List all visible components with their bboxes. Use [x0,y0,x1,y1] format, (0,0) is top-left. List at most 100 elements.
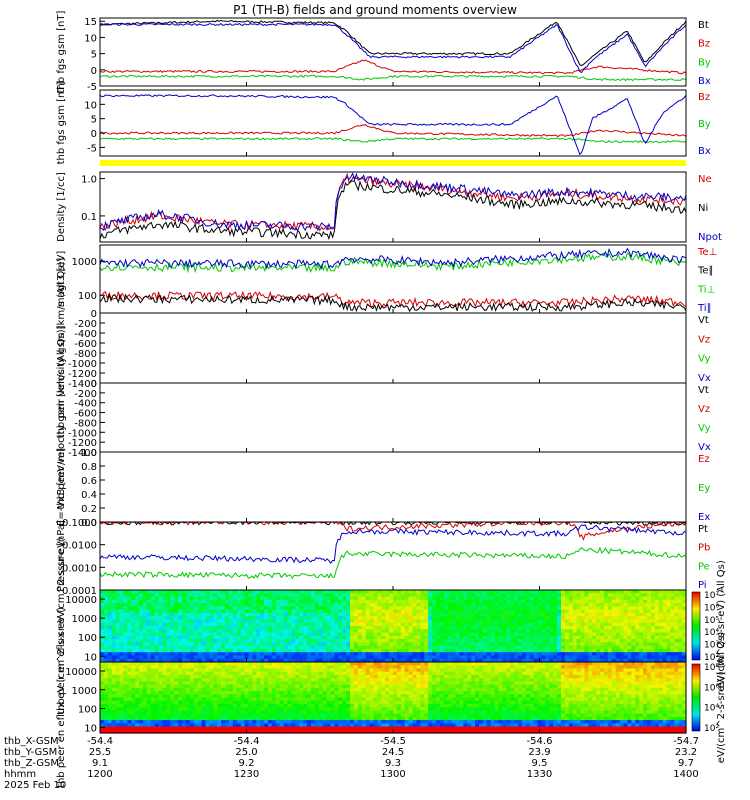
panel-8-plot [99,521,687,580]
y-tick-label: 1000 [72,614,97,625]
y-tick-label: 0 [91,66,97,77]
legend-entry: Vx [698,442,711,453]
axis-row-value: 25.5 [89,747,111,758]
panel-2-plot [99,94,687,156]
series-line-pi [99,524,687,564]
panel-1-ylabel: thb fgs gsm [nT] [56,11,67,94]
legend-entry: Vz [698,334,710,345]
y-tick-label: 10000 [65,595,97,606]
legend-entry: Ez [698,454,710,465]
axis-row-label: thb_X-GSM [4,736,59,747]
panel-8-legend: Pt Pb Pe Pi [698,524,710,591]
colorbar-tick-label: 10⁵ [704,616,719,626]
y-tick-label: 1000 [72,257,97,268]
axis-row-value: -54.5 [380,736,406,747]
figure-title: P1 (TH-B) fields and ground moments over… [233,3,517,17]
panel-6-frame [99,382,687,453]
panel-6-ylabel: thb peer velocity gsm [km/s (All Qs)] [56,325,67,509]
panel-9-ylabel: thb peir en eflux eV (cm^2-s-sr-eV) [56,537,67,715]
y-tick-label: -200 [74,389,97,400]
panel-4-ylabel: magt3 [eV] [56,251,67,308]
legend-entry: Vx [698,373,711,384]
legend-entry: Ti⊥ [697,284,715,295]
panel-5-yaxis: 0-200-400-600-800-1000-1200-1400 [68,309,105,390]
panel-1-yaxis: 15 10 5 0 -5 [84,17,105,93]
axis-row-value: -54.6 [527,736,553,747]
panel-7-legend: Ez Ey Ex [698,454,710,523]
legend-entry: Bz [698,92,710,103]
panel-2-frame [99,89,687,157]
panel-2-legend: Bz By Bx [698,92,711,157]
axis-row-value: 9.7 [678,758,694,769]
panel-10-plot [100,662,687,734]
panel-8-ylabel: Pressure [nPa] [56,520,67,592]
legend-entry: Ey [698,483,710,494]
legend-entry: Pe [698,561,710,572]
y-tick-label: 5 [91,115,97,126]
colorbar-tick-label: 10⁶ [704,603,719,613]
panel-3-yaxis: 1.0 0.1 [81,175,105,223]
y-tick-label: 15 [84,17,97,28]
panel-9-yaxis: 10000 1000 100 10 [65,595,105,663]
panel-5-ylabel: thb peir velocity gsm [km/s (All Qs)] [56,258,67,439]
panel-10-yaxis: 10000 1000 100 10 [65,667,105,734]
axis-row-value: 23.9 [528,747,550,758]
y-tick-label: 100 [78,291,97,302]
y-tick-label: 0.1000 [62,518,97,529]
legend-entry: Ti∥ [697,303,712,314]
axis-row-value: 1300 [380,769,405,780]
legend-entry: Vy [698,354,711,365]
panel-7-yaxis: 1.0 0.8 0.6 0.4 0.2 0.0 [81,448,105,529]
y-tick-label: 0.0100 [62,541,97,552]
panel-6-legend: Vt Vz Vy Vx [698,385,711,453]
axis-row-value: 9.3 [385,758,401,769]
panels-layer: Bt Bz By Bx 15 10 5 0 -5 thb fgs gsm [nT] Bz By Bx 10… [56,11,727,788]
y-tick-label: -600 [74,339,97,350]
legend-entry: Bx [698,76,711,87]
axis-row-value: 9.2 [239,758,255,769]
panel-4-frame [99,244,687,314]
series-line-te∥ [99,293,687,313]
y-tick-label: 0 [91,379,97,390]
legend-entry: Npot [698,232,722,243]
series-line-bz [99,59,687,75]
axis-row-label: thb_Z-GSM [4,758,59,769]
panel-3: Ne Ni Npot 1.0 0.1 Density [1/cc] [56,171,722,243]
y-tick-label: 0.0010 [62,563,97,574]
axis-row-value: 1200 [87,769,112,780]
axis-row-label: thb_Y-GSM [4,747,57,758]
legend-entry: Vz [698,404,710,415]
y-tick-label: 0.4 [81,490,97,501]
colorbar-label: eV/(cm^2-s-sr-eV) (All Qs) [716,632,727,764]
panel-4: Te⊥ Te∥ Ti⊥ Ti∥ 1000 100 magt3 [eV] [56,244,717,314]
colorbar-tick-label: 10² [704,653,719,663]
axis-row-label: hhmm [4,769,36,780]
colorbar-tick-label: 10³ [704,641,719,651]
legend-entry: Ex [698,512,710,523]
y-tick-label: 0.1 [81,212,97,223]
series-line-pe [99,546,687,580]
legend-entry: By [698,57,711,68]
axis-row-value: 1330 [527,769,552,780]
y-tick-label: -600 [74,409,97,420]
x-axis-layer: thb_X-GSM -54.4 -54.4 -54.5 -54.6 -54.7 thb_Y-… [4,736,699,791]
y-tick-label: 1.0 [81,175,97,186]
axis-row-value: 24.5 [382,747,404,758]
colorbar-tick-label: 10⁴ [704,704,719,714]
axis-row-value: 9.1 [92,758,108,769]
panel-2-yaxis: 10 5 0 -5 [84,100,105,154]
panel-7: Ez Ey Ex 1.0 0.8 0.6 0.4 0.2 0.0 E=-VxB [mV/m] [56,448,710,529]
series-line-ni [99,179,687,241]
y-tick-label: 1000 [72,686,97,697]
panel-4-yaxis: 1000 100 [72,257,105,302]
axis-row-value: -54.4 [87,736,113,747]
panel-8-frame [99,521,687,591]
axis-row-value: -54.7 [673,736,699,747]
series-line-ne [99,172,687,232]
y-tick-label: -400 [74,329,97,340]
axis-row-value: 25.0 [235,747,257,758]
